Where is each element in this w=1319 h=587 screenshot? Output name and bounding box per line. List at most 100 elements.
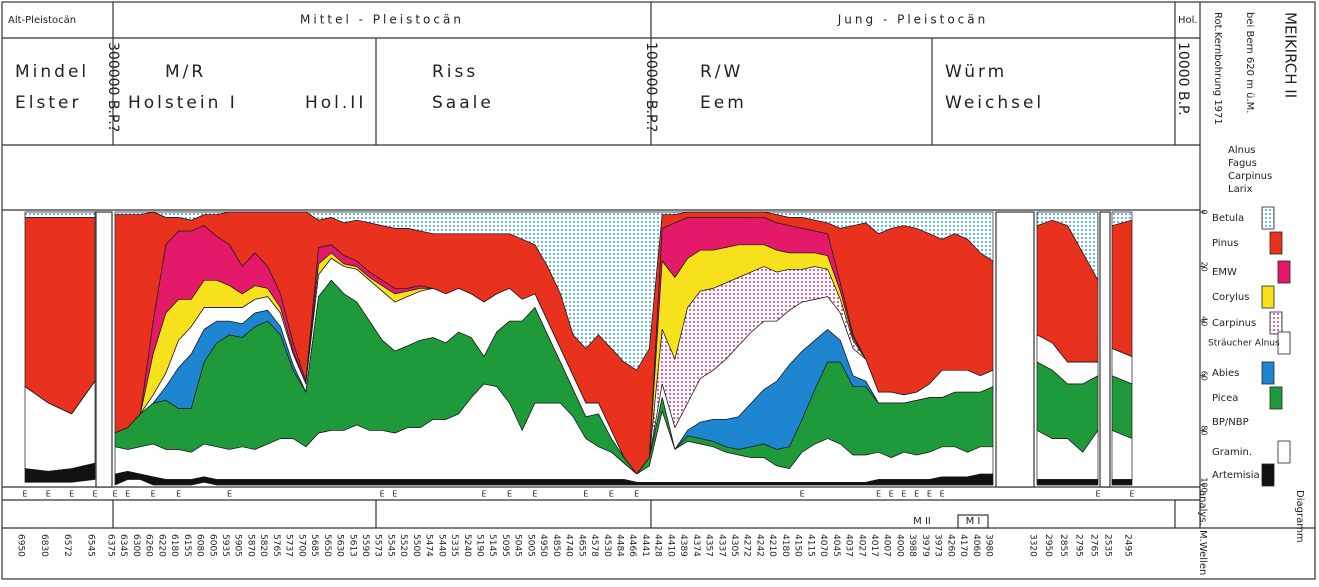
sample-label: 5045: [513, 534, 523, 557]
sample-label: 4410: [665, 534, 675, 557]
sample-label: 5005: [525, 534, 535, 557]
y-tick-label: 40: [1200, 316, 1209, 326]
sample-flag: E: [22, 490, 27, 499]
sample-label: 4740: [564, 534, 574, 557]
sample-label: 5145: [487, 534, 497, 557]
sample-label: 4027: [856, 534, 866, 557]
sample-label: 4017: [869, 534, 879, 557]
zone-box: [957, 514, 989, 529]
legend-swatch: [1261, 206, 1275, 230]
sample-label: 4000: [894, 534, 904, 557]
sample-label: 4484: [615, 534, 625, 557]
sample-flag: E: [125, 490, 130, 499]
sample-label: 3320: [1028, 534, 1038, 557]
sample-flag: E: [940, 490, 945, 499]
site-location: bei Bern 620 m ü.M.: [1244, 12, 1255, 113]
sample-label: 6300: [131, 534, 141, 557]
sample-label: 4070: [818, 534, 828, 557]
sample-label: 4037: [844, 534, 854, 557]
sample-label: 4428: [653, 534, 663, 557]
sample-label: 4441: [640, 534, 650, 557]
sample-flag: E: [176, 490, 181, 499]
sample-flag: E: [927, 490, 932, 499]
area-0: [24, 211, 96, 218]
sample-label: 2950: [1043, 534, 1053, 557]
sample-label: 6080: [195, 534, 205, 557]
sample-flag: E: [392, 490, 397, 499]
stage: Weichsel: [945, 93, 1044, 113]
sample-label: 4530: [602, 534, 612, 557]
stage: Hol.II: [305, 93, 366, 113]
footer-label: M.Wellen: [1197, 530, 1208, 575]
sample-label: 6260: [144, 534, 154, 557]
area-9: [114, 470, 994, 486]
sample-label: 5905: [233, 534, 243, 557]
sample-label: 5573: [373, 534, 383, 557]
sample-label: 5240: [462, 534, 472, 557]
area-7: [1111, 375, 1133, 440]
sample-label: 5685: [309, 534, 319, 557]
legend-label: EMW: [1212, 267, 1237, 278]
site-core: Rot.Kernbohrung 1971: [1212, 12, 1223, 125]
sample-label: 5190: [475, 534, 485, 557]
sample-label: 4466: [627, 534, 637, 557]
sample-flag: E: [583, 490, 588, 499]
sample-label: 5545: [385, 534, 395, 557]
sample-label: 5500: [411, 534, 421, 557]
sample-label: 5870: [246, 534, 256, 557]
gap: [95, 211, 113, 488]
area-9: [1111, 479, 1133, 486]
legend-swatch: [1277, 331, 1291, 355]
sample-label: 6830: [39, 534, 49, 557]
sample-label: 4115: [805, 534, 815, 557]
sample-label: 6155: [182, 534, 192, 557]
upper-legend: Fagus: [1228, 158, 1257, 169]
legend-swatch: [1269, 231, 1283, 255]
upper-legend: Alnus: [1228, 145, 1256, 156]
sample-flag: E: [151, 490, 156, 499]
sample-label: 3988: [907, 534, 917, 557]
sample-label: 5935: [220, 534, 230, 557]
sample-label: 5700: [296, 534, 306, 557]
stage: R/W: [700, 62, 743, 82]
zone: M I: [966, 516, 981, 527]
date: 100000 B.P.?: [643, 42, 659, 132]
y-tick-label: 60: [1200, 371, 1209, 381]
legend-swatch: [1269, 311, 1283, 335]
sample-label: 5095: [500, 534, 510, 557]
period: Mittel - Pleistocän: [300, 13, 464, 27]
area-1: [1111, 219, 1133, 358]
sample-flag: E: [507, 490, 512, 499]
footer-label: analys.: [1197, 490, 1208, 526]
sample-label: 5820: [258, 534, 268, 557]
sample-label: 6950: [16, 534, 26, 557]
legend-label: Artemisia: [1212, 470, 1260, 481]
area-9: [24, 462, 96, 483]
period: Hol.: [1178, 15, 1198, 26]
legend-label: Pinus: [1212, 238, 1238, 249]
stage: Elster: [15, 93, 81, 113]
legend-label: Sträucher Alnus: [1208, 339, 1280, 349]
sample-label: 6375: [106, 534, 116, 557]
legend-swatch: [1261, 463, 1275, 487]
area-8: [1111, 429, 1133, 480]
sample-label: 6545: [86, 534, 96, 557]
sample-flag: E: [227, 490, 232, 499]
sample-label: 4260: [945, 534, 955, 557]
sample-flag: E: [69, 490, 74, 499]
upper-legend: Larix: [1228, 184, 1253, 195]
sample-label: 4374: [691, 534, 701, 557]
sample-label: 2795: [1073, 534, 1083, 557]
gap: [1099, 211, 1111, 488]
site-title: MEIKIRCH II: [1282, 12, 1300, 98]
y-tick-label: 80: [1200, 425, 1209, 435]
sample-label: 6220: [156, 534, 166, 557]
legend-swatch: [1277, 440, 1291, 464]
date: 300000 B.P.?: [105, 42, 121, 132]
sample-label: 5613: [347, 534, 357, 557]
sample-label: 4210: [767, 534, 777, 557]
sample-label: 2765: [1089, 534, 1099, 557]
